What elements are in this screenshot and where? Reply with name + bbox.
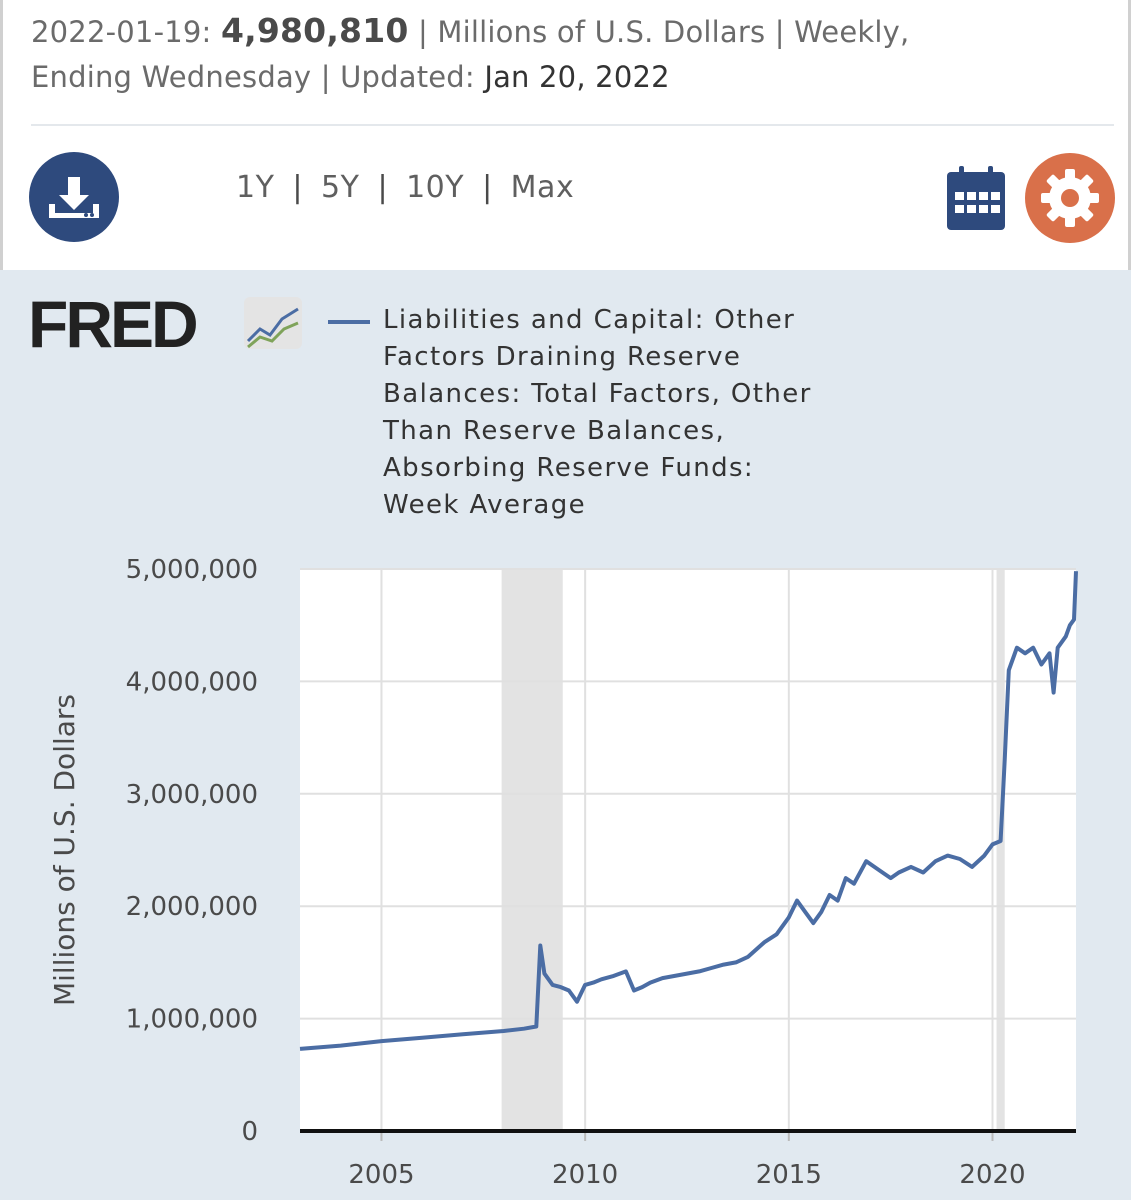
fred-logo-text: FRED bbox=[28, 291, 196, 353]
legend-line-3: Balances: Total Factors, Other bbox=[383, 379, 812, 409]
range-separator: | bbox=[482, 170, 493, 205]
download-button[interactable] bbox=[29, 152, 119, 242]
plot-area bbox=[300, 569, 1076, 1131]
date-range-selector: 1Y | 5Y | 10Y | Max bbox=[236, 170, 574, 205]
recession-band bbox=[996, 569, 1005, 1131]
x-tick-label: 2015 bbox=[756, 1160, 822, 1190]
y-tick-label: 2,000,000 bbox=[126, 892, 258, 922]
x-tick-label: 2020 bbox=[959, 1160, 1025, 1190]
calendar-button[interactable] bbox=[947, 166, 1005, 230]
range-10y[interactable]: 10Y bbox=[406, 170, 465, 205]
x-tick-label: 2010 bbox=[552, 1160, 618, 1190]
legend-line-6: Week Average bbox=[383, 490, 587, 520]
axes: 0 1,000,000 2,000,000 3,000,000 4,000,000 5,0… bbox=[126, 555, 1076, 1190]
gridlines bbox=[300, 568, 1076, 1131]
download-icon bbox=[49, 177, 99, 218]
header-divider bbox=[31, 124, 1114, 126]
fred-logo-graphic: FRED bbox=[28, 287, 302, 361]
legend-line-4: Than Reserve Balances, bbox=[383, 416, 726, 446]
x-tick-label: 2005 bbox=[348, 1160, 414, 1190]
units-text: | Millions of U.S. Dollars | Weekly, bbox=[417, 15, 910, 49]
range-1y[interactable]: 1Y bbox=[236, 170, 275, 205]
recession-band bbox=[501, 569, 563, 1131]
gear-icon bbox=[1041, 169, 1099, 227]
y-tick-label: 1,000,000 bbox=[126, 1005, 258, 1035]
y-tick-label: 3,000,000 bbox=[126, 780, 258, 810]
series-layer bbox=[299, 571, 1078, 1051]
series-line bbox=[299, 571, 1078, 1051]
y-tick-label: 0 bbox=[241, 1117, 258, 1147]
recession-shading bbox=[501, 569, 1005, 1131]
legend-line-2: Factors Draining Reserve bbox=[383, 342, 742, 372]
legend-line-1: Liabilities and Capital: Other bbox=[383, 305, 796, 335]
legend-line-5: Absorbing Reserve Funds: bbox=[383, 453, 755, 483]
range-max[interactable]: Max bbox=[510, 170, 575, 205]
legend-label: Liabilities and Capital: Other Factors D… bbox=[383, 302, 853, 524]
updated-date: Jan 20, 2022 bbox=[484, 60, 670, 94]
range-separator: | bbox=[377, 170, 389, 205]
y-axis-title: Millions of U.S. Dollars bbox=[48, 694, 81, 1006]
observation-value: 4,980,810 bbox=[220, 11, 409, 50]
series-info: 2022-01-19: 4,980,810 | Millions of U.S.… bbox=[31, 8, 1111, 100]
observation-date: 2022-01-19: bbox=[31, 15, 212, 49]
frequency-text: Ending Wednesday | Updated: bbox=[31, 60, 475, 94]
settings-button[interactable] bbox=[1025, 153, 1115, 243]
y-tick-label: 4,000,000 bbox=[126, 667, 258, 697]
legend-swatch bbox=[328, 320, 370, 324]
y-tick-label: 5,000,000 bbox=[126, 555, 258, 585]
range-separator: | bbox=[292, 170, 304, 205]
fred-logo: FRED bbox=[28, 287, 308, 361]
range-5y[interactable]: 5Y bbox=[321, 170, 360, 205]
top-section-border bbox=[0, 0, 1131, 270]
calendar-icon bbox=[947, 166, 1005, 230]
